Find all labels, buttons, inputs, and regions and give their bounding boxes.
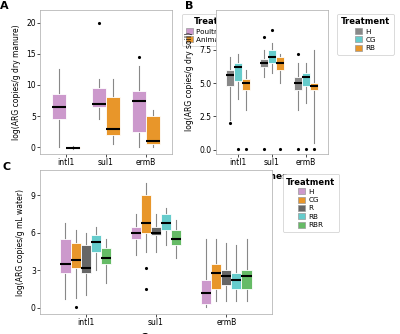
- Bar: [151, 226, 161, 235]
- Bar: [101, 248, 111, 264]
- Bar: [234, 63, 242, 80]
- Bar: [91, 235, 101, 252]
- Bar: [146, 116, 160, 144]
- Bar: [141, 195, 151, 233]
- Bar: [310, 83, 318, 90]
- Bar: [294, 76, 302, 90]
- Y-axis label: log(ARG copies/g mL water): log(ARG copies/g mL water): [16, 189, 26, 296]
- Bar: [242, 79, 250, 90]
- Bar: [242, 270, 252, 289]
- Bar: [221, 270, 231, 285]
- Legend: H, CG, RB: H, CG, RB: [337, 14, 394, 55]
- Bar: [201, 280, 211, 304]
- Text: C: C: [3, 162, 11, 172]
- Bar: [231, 273, 242, 289]
- Bar: [92, 88, 106, 107]
- Bar: [131, 226, 141, 239]
- Text: A: A: [0, 1, 9, 11]
- Bar: [260, 59, 268, 67]
- Bar: [161, 214, 171, 230]
- Bar: [302, 72, 310, 86]
- Bar: [171, 230, 181, 245]
- Bar: [276, 56, 284, 70]
- X-axis label: Genes: Genes: [140, 333, 172, 334]
- Text: B: B: [185, 1, 193, 11]
- Y-axis label: log(ARG copies/g dry soil): log(ARG copies/g dry soil): [185, 32, 194, 131]
- Bar: [132, 91, 146, 132]
- Bar: [268, 50, 276, 63]
- Bar: [52, 94, 66, 119]
- Legend: Poultry Litter, Animal Manure: Poultry Litter, Animal Manure: [182, 14, 254, 46]
- Bar: [226, 70, 234, 86]
- Bar: [70, 243, 81, 268]
- Bar: [106, 98, 120, 135]
- Legend: H, CG, R, RB, RBR: H, CG, R, RB, RBR: [282, 174, 339, 232]
- Bar: [60, 239, 70, 273]
- Y-axis label: log(ARG copies/g dry manure): log(ARG copies/g dry manure): [12, 24, 21, 140]
- X-axis label: Genes: Genes: [256, 172, 288, 181]
- X-axis label: Genes: Genes: [90, 172, 122, 181]
- Bar: [81, 245, 91, 273]
- Bar: [66, 147, 80, 148]
- Bar: [211, 264, 221, 289]
